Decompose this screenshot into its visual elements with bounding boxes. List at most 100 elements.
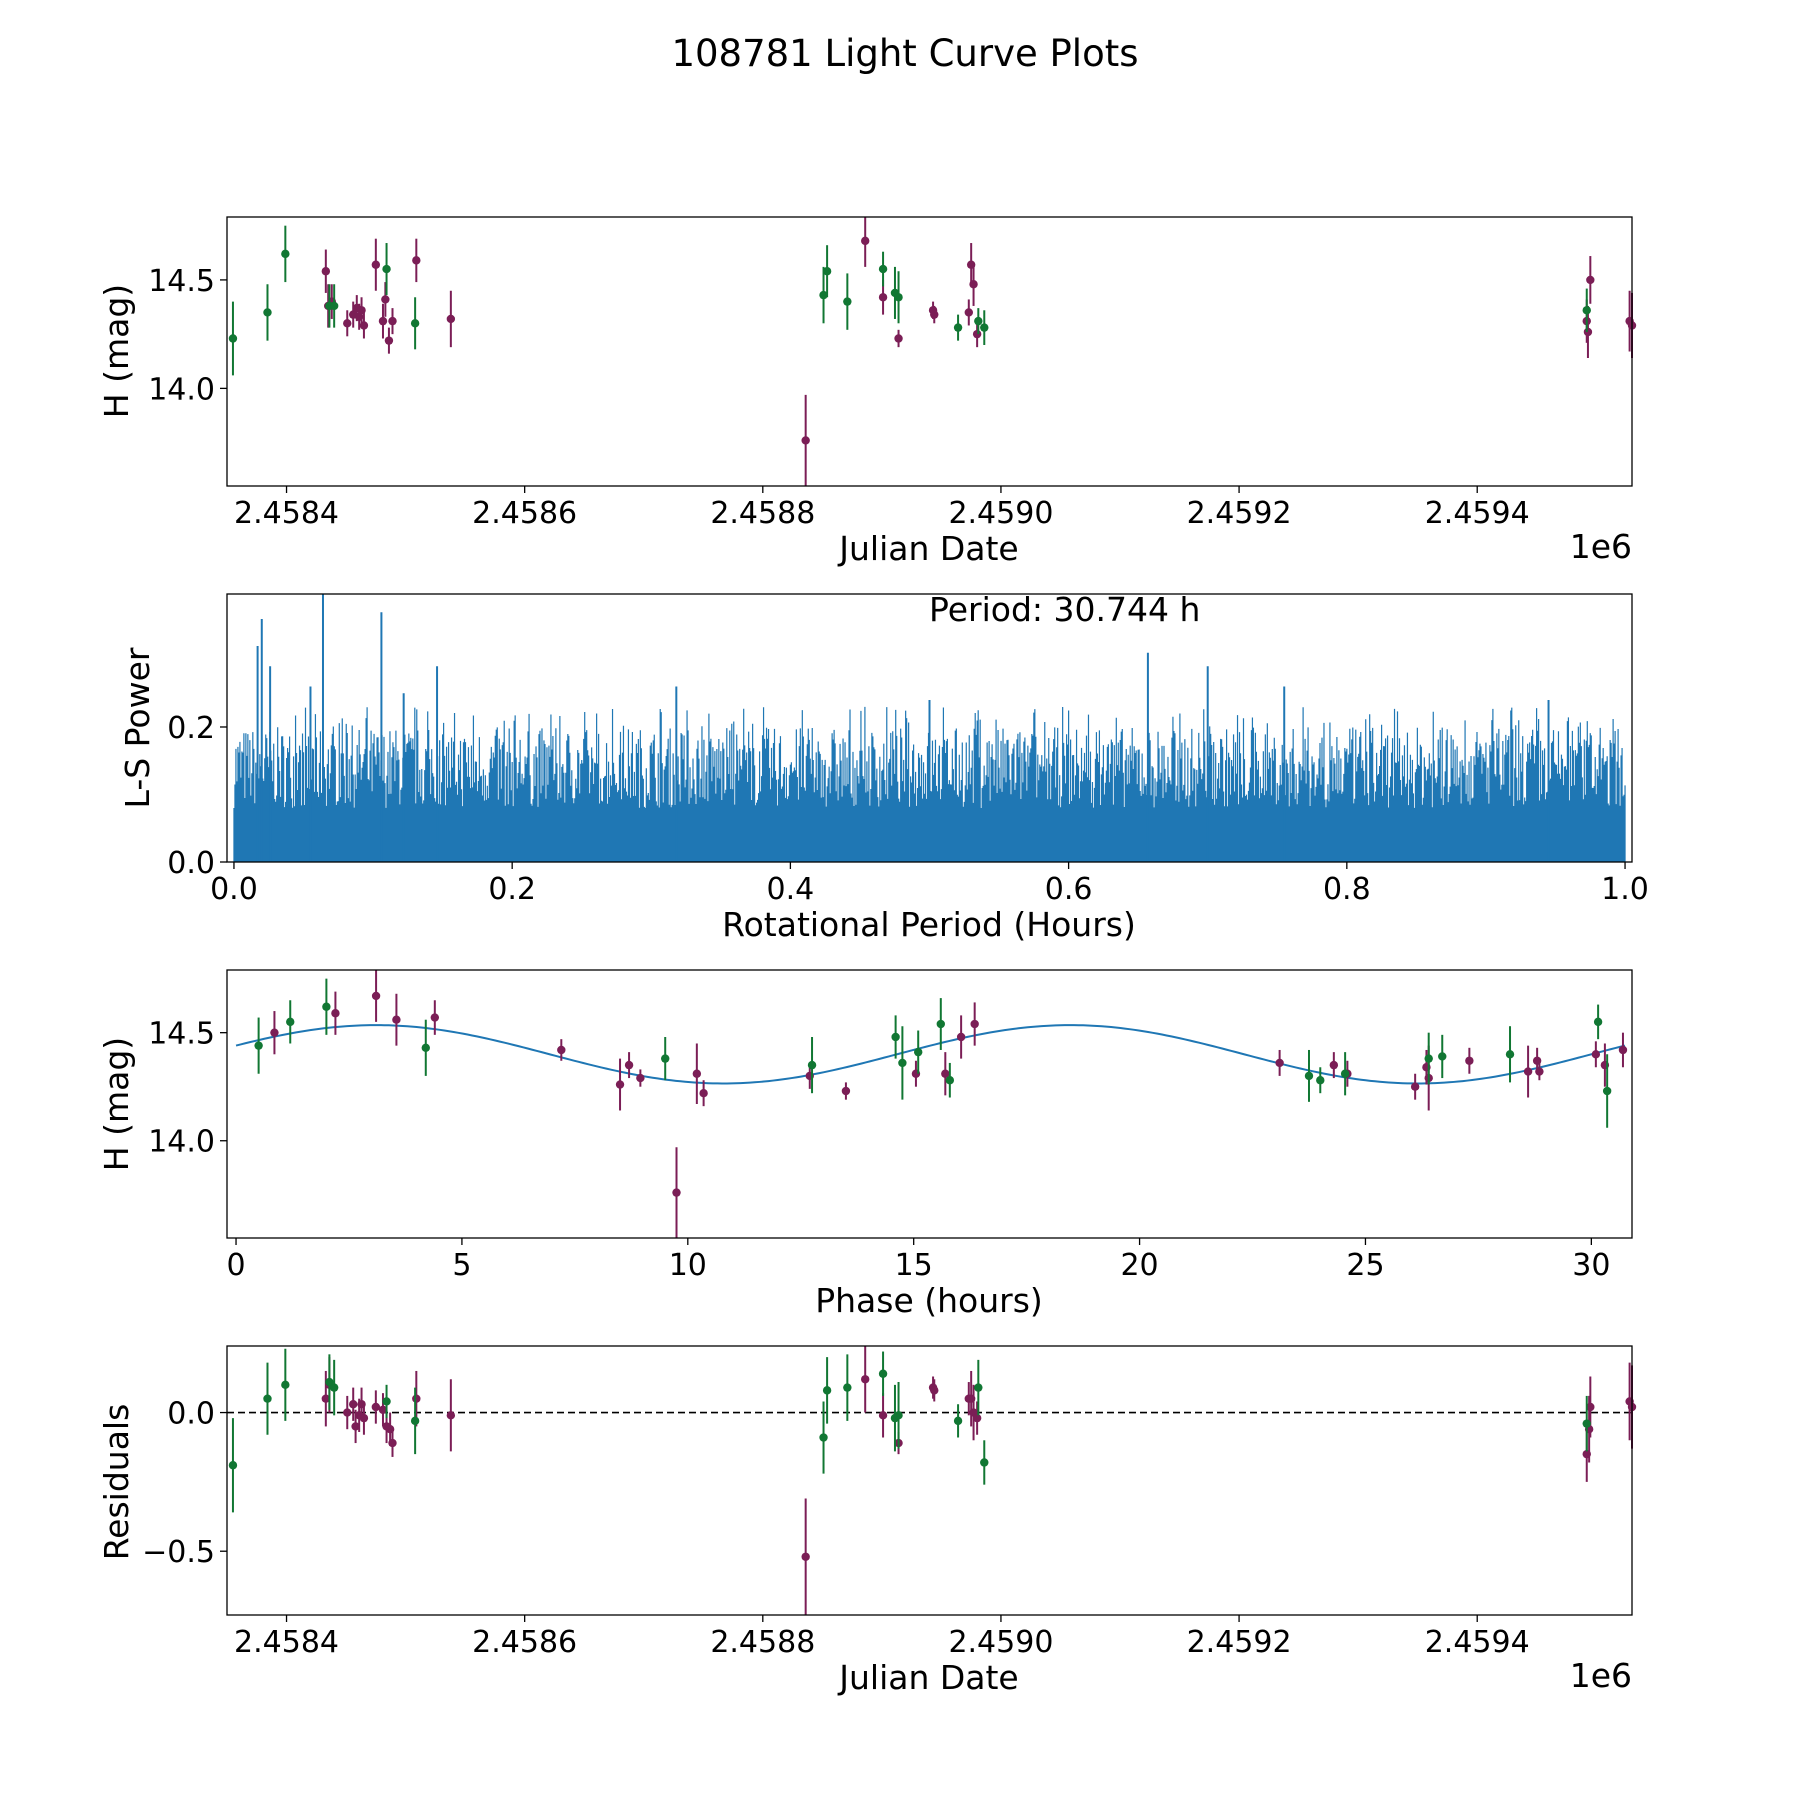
residuals-ytick-label: 0.0: [167, 1397, 215, 1432]
phased-ytick-label: 14.0: [148, 1125, 215, 1160]
residuals-ytick-label: −0.5: [142, 1535, 215, 1570]
phased-point-magenta: [941, 1069, 950, 1078]
lightcurve-point-green: [382, 264, 391, 274]
lightcurve-point-magenta: [878, 293, 888, 302]
lightcurve-point-green: [819, 290, 828, 300]
lightcurve-point-magenta: [1583, 327, 1593, 337]
phased-point-green: [945, 1076, 955, 1085]
residuals-point-magenta: [446, 1411, 456, 1420]
lightcurve-point-magenta: [321, 267, 331, 276]
lightcurve-point-green: [878, 264, 888, 274]
phased-point-green: [914, 1047, 923, 1057]
phased-point-magenta: [1535, 1067, 1544, 1076]
lightcurve-xtick-label: 2.4588: [710, 496, 815, 531]
residuals-point-green: [980, 1458, 989, 1467]
phased-point-magenta: [624, 1060, 634, 1070]
lightcurve-point-green: [894, 293, 903, 302]
phased-point-magenta: [841, 1086, 851, 1096]
residuals-xlabel: Julian Date: [837, 1658, 1019, 1697]
phased-point-green: [1593, 1017, 1603, 1027]
lightcurve-point-magenta: [378, 316, 388, 326]
lightcurve-point-magenta: [388, 316, 397, 326]
phased-xtick-label: 20: [1120, 1248, 1158, 1283]
lightcurve-point-green: [281, 249, 290, 259]
residuals-point-green: [281, 1380, 290, 1390]
phased-point-magenta: [1523, 1067, 1533, 1076]
lightcurve-x-offset: 1e6: [1570, 527, 1632, 566]
lightcurve-point-green: [1582, 306, 1591, 315]
residuals-xtick-label: 2.4588: [710, 1625, 815, 1660]
residuals-point-magenta: [359, 1413, 369, 1423]
lightcurve-point-green: [822, 267, 832, 276]
lightcurve-point-green: [329, 301, 339, 311]
phased-point-magenta: [1618, 1045, 1628, 1055]
phased-point-green: [661, 1054, 670, 1063]
lightcurve-ytick-label: 14.5: [148, 264, 215, 299]
residuals-point-magenta: [388, 1438, 397, 1448]
residuals-point-green: [1582, 1419, 1591, 1428]
phased-model-curve: [235, 1024, 1626, 1085]
residuals-point-green: [974, 1383, 983, 1392]
periodogram-ytick-label: 0.2: [167, 711, 215, 746]
residuals-point-green: [410, 1416, 420, 1426]
residuals-point-green: [843, 1383, 852, 1392]
residuals-xtick-label: 2.4592: [1187, 1625, 1292, 1660]
phased-point-magenta: [1410, 1082, 1420, 1091]
periodogram-xtick-label: 0.2: [488, 872, 536, 907]
residuals-point-magenta: [801, 1552, 810, 1561]
lightcurve-xtick-label: 2.4592: [1187, 496, 1292, 531]
phased-point-magenta: [1591, 1050, 1601, 1059]
phased-point-magenta: [699, 1088, 708, 1098]
phased-point-green: [421, 1043, 430, 1053]
periodogram-xtick-label: 0.6: [1045, 872, 1093, 907]
figure-title: 108781 Light Curve Plots: [671, 32, 1138, 75]
periodogram-power-line: [233, 706, 1626, 862]
periodogram-xtick-label: 0.4: [767, 872, 815, 907]
phased-point-magenta: [692, 1069, 702, 1078]
lightcurve-point-green: [843, 297, 852, 306]
residuals-point-magenta: [371, 1402, 381, 1412]
residuals-point-magenta: [930, 1386, 939, 1395]
residuals-panel: 2.4584 2.4586 2.4588 2.4590 2.4592 2.4594 0.0 −…: [97, 1345, 1637, 1697]
lightcurve-point-magenta: [371, 260, 381, 269]
phased-point-magenta: [672, 1188, 681, 1197]
phased-frame: [226, 969, 1633, 1239]
phased-point-green: [254, 1041, 263, 1050]
phased-point-green: [1304, 1071, 1314, 1081]
residuals-point-magenta: [412, 1394, 421, 1403]
phased-point-green: [807, 1060, 817, 1070]
lightcurve-point-magenta: [964, 308, 973, 317]
periodogram-ylabel: L-S Power: [118, 647, 157, 808]
phased-xtick-label: 0: [226, 1248, 245, 1283]
lightcurve-xtick-label: 2.4590: [948, 496, 1053, 531]
lightcurve-point-magenta: [343, 319, 352, 328]
residuals-xtick-label: 2.4590: [948, 1625, 1053, 1660]
periodogram-xlabel: Rotational Period (Hours): [722, 905, 1136, 944]
lightcurve-point-green: [228, 334, 238, 343]
residuals-point-magenta: [972, 1413, 982, 1423]
lightcurve-xlabel: Julian Date: [837, 529, 1019, 568]
periodogram-xtick-label: 0.8: [1323, 872, 1371, 907]
phased-point-green: [898, 1058, 907, 1068]
residuals-ylabel: Residuals: [97, 1404, 136, 1561]
phased-point-magenta: [1329, 1060, 1339, 1070]
residuals-point-green: [228, 1461, 238, 1470]
residuals-point-magenta: [378, 1405, 388, 1414]
phased-xtick-label: 5: [452, 1248, 471, 1283]
lightcurve-point-magenta: [972, 329, 982, 339]
phased-point-magenta: [970, 1019, 979, 1029]
lightcurve-panel: 2.4584 2.4586 2.4588 2.4590 2.4592 2.4594 14.0…: [97, 216, 1637, 568]
residuals-point-magenta: [1586, 1402, 1595, 1412]
phased-point-magenta: [1465, 1056, 1474, 1065]
periodogram-xtick-label: 1.0: [1601, 872, 1649, 907]
residuals-point-green: [894, 1411, 903, 1420]
lightcurve-point-magenta: [930, 310, 939, 319]
phased-xtick-label: 30: [1572, 1248, 1610, 1283]
residuals-x-offset: 1e6: [1570, 1656, 1632, 1695]
residuals-point-magenta: [343, 1408, 352, 1417]
periodogram-frame: [226, 593, 1633, 863]
periodogram-ytick-label: 0.0: [167, 846, 215, 881]
residuals-xtick-label: 2.4584: [234, 1625, 339, 1660]
phased-point-green: [1316, 1076, 1325, 1085]
